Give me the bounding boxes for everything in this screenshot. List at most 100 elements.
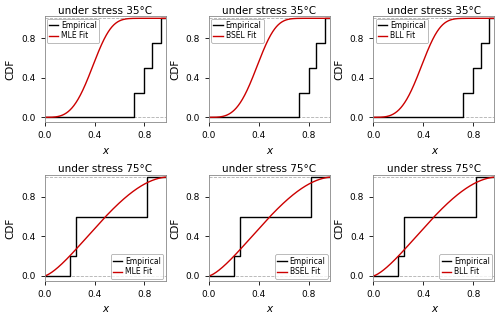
Empirical	[486, 16, 492, 20]
MLE Fit	[98, 220, 104, 223]
BSEL Fit	[228, 111, 234, 115]
BLL Fit	[427, 44, 433, 48]
Y-axis label: CDF: CDF	[170, 59, 180, 80]
X-axis label: x: x	[431, 146, 437, 156]
Empirical	[460, 116, 466, 119]
Line: BSEL Fit: BSEL Fit	[209, 177, 334, 276]
Empirical	[395, 274, 401, 278]
Line: BLL Fit: BLL Fit	[373, 177, 498, 276]
BLL Fit	[454, 17, 460, 20]
Empirical	[66, 274, 72, 278]
Empirical	[331, 16, 337, 20]
Empirical	[166, 175, 172, 179]
Empirical	[132, 91, 138, 94]
Empirical	[231, 254, 237, 258]
Empirical	[144, 215, 150, 219]
Legend: Empirical, BLL Fit: Empirical, BLL Fit	[440, 254, 492, 279]
BSEL Fit	[238, 247, 244, 251]
Empirical	[472, 175, 478, 179]
Line: BSEL Fit: BSEL Fit	[209, 18, 334, 117]
Legend: Empirical, BSEL Fit: Empirical, BSEL Fit	[275, 254, 328, 279]
MLE Fit	[115, 20, 121, 23]
Line: Empirical: Empirical	[373, 18, 498, 117]
Empirical	[132, 116, 138, 119]
Line: MLE Fit: MLE Fit	[44, 177, 170, 276]
Empirical	[142, 66, 148, 70]
Empirical	[42, 116, 48, 119]
BLL Fit	[370, 274, 376, 278]
X-axis label: x: x	[266, 304, 272, 315]
BSEL Fit	[331, 175, 337, 179]
Empirical	[314, 66, 320, 70]
MLE Fit	[125, 194, 131, 197]
BSEL Fit	[206, 274, 212, 278]
BLL Fit	[444, 20, 450, 23]
X-axis label: x: x	[266, 146, 272, 156]
Empirical	[166, 16, 172, 20]
BLL Fit	[495, 16, 500, 20]
Y-axis label: CDF: CDF	[6, 217, 16, 238]
Legend: Empirical, BSEL Fit: Empirical, BSEL Fit	[211, 19, 264, 43]
Empirical	[314, 41, 320, 45]
Empirical	[73, 254, 79, 258]
Empirical	[42, 274, 48, 278]
X-axis label: x: x	[102, 304, 108, 315]
Title: under stress 35°C: under stress 35°C	[222, 5, 316, 16]
Empirical	[158, 41, 164, 45]
Empirical	[144, 175, 150, 179]
BSEL Fit	[262, 44, 268, 48]
Legend: Empirical, BLL Fit: Empirical, BLL Fit	[376, 19, 428, 43]
Empirical	[306, 66, 312, 70]
Empirical	[486, 41, 492, 45]
Title: under stress 35°C: under stress 35°C	[387, 5, 481, 16]
MLE Fit	[136, 16, 141, 20]
BLL Fit	[490, 16, 496, 20]
Empirical	[66, 254, 72, 258]
Empirical	[470, 91, 476, 94]
Y-axis label: CDF: CDF	[334, 59, 344, 80]
Empirical	[296, 91, 302, 94]
BLL Fit	[464, 186, 470, 189]
Empirical	[331, 175, 337, 179]
Y-axis label: CDF: CDF	[334, 217, 344, 238]
Y-axis label: CDF: CDF	[170, 217, 180, 238]
Empirical	[308, 215, 314, 219]
Empirical	[470, 66, 476, 70]
MLE Fit	[136, 186, 141, 189]
BLL Fit	[464, 16, 470, 20]
Empirical	[395, 254, 401, 258]
Empirical	[206, 116, 212, 119]
Empirical	[402, 254, 407, 258]
Empirical	[306, 91, 312, 94]
Legend: Empirical, MLE Fit: Empirical, MLE Fit	[47, 19, 100, 43]
MLE Fit	[125, 17, 131, 20]
BSEL Fit	[238, 100, 244, 103]
MLE Fit	[64, 257, 70, 261]
Line: Empirical: Empirical	[209, 18, 334, 117]
MLE Fit	[166, 16, 172, 20]
Line: Empirical: Empirical	[44, 18, 170, 117]
MLE Fit	[98, 44, 104, 48]
Line: Empirical: Empirical	[373, 177, 498, 276]
MLE Fit	[166, 175, 172, 179]
BLL Fit	[495, 175, 500, 179]
BSEL Fit	[325, 16, 331, 20]
Empirical	[158, 16, 164, 20]
BLL Fit	[370, 116, 376, 119]
Empirical	[308, 175, 314, 179]
Legend: Empirical, MLE Fit: Empirical, MLE Fit	[111, 254, 164, 279]
BSEL Fit	[280, 202, 285, 206]
Empirical	[237, 215, 243, 219]
MLE Fit	[161, 16, 167, 20]
BLL Fit	[392, 257, 398, 261]
MLE Fit	[42, 116, 48, 119]
BLL Fit	[402, 247, 408, 251]
BSEL Fit	[280, 20, 285, 23]
X-axis label: x: x	[431, 304, 437, 315]
MLE Fit	[42, 274, 48, 278]
BSEL Fit	[290, 194, 296, 197]
Empirical	[478, 66, 484, 70]
Title: under stress 75°C: under stress 75°C	[58, 164, 152, 174]
BLL Fit	[454, 194, 460, 197]
Title: under stress 75°C: under stress 75°C	[387, 164, 481, 174]
